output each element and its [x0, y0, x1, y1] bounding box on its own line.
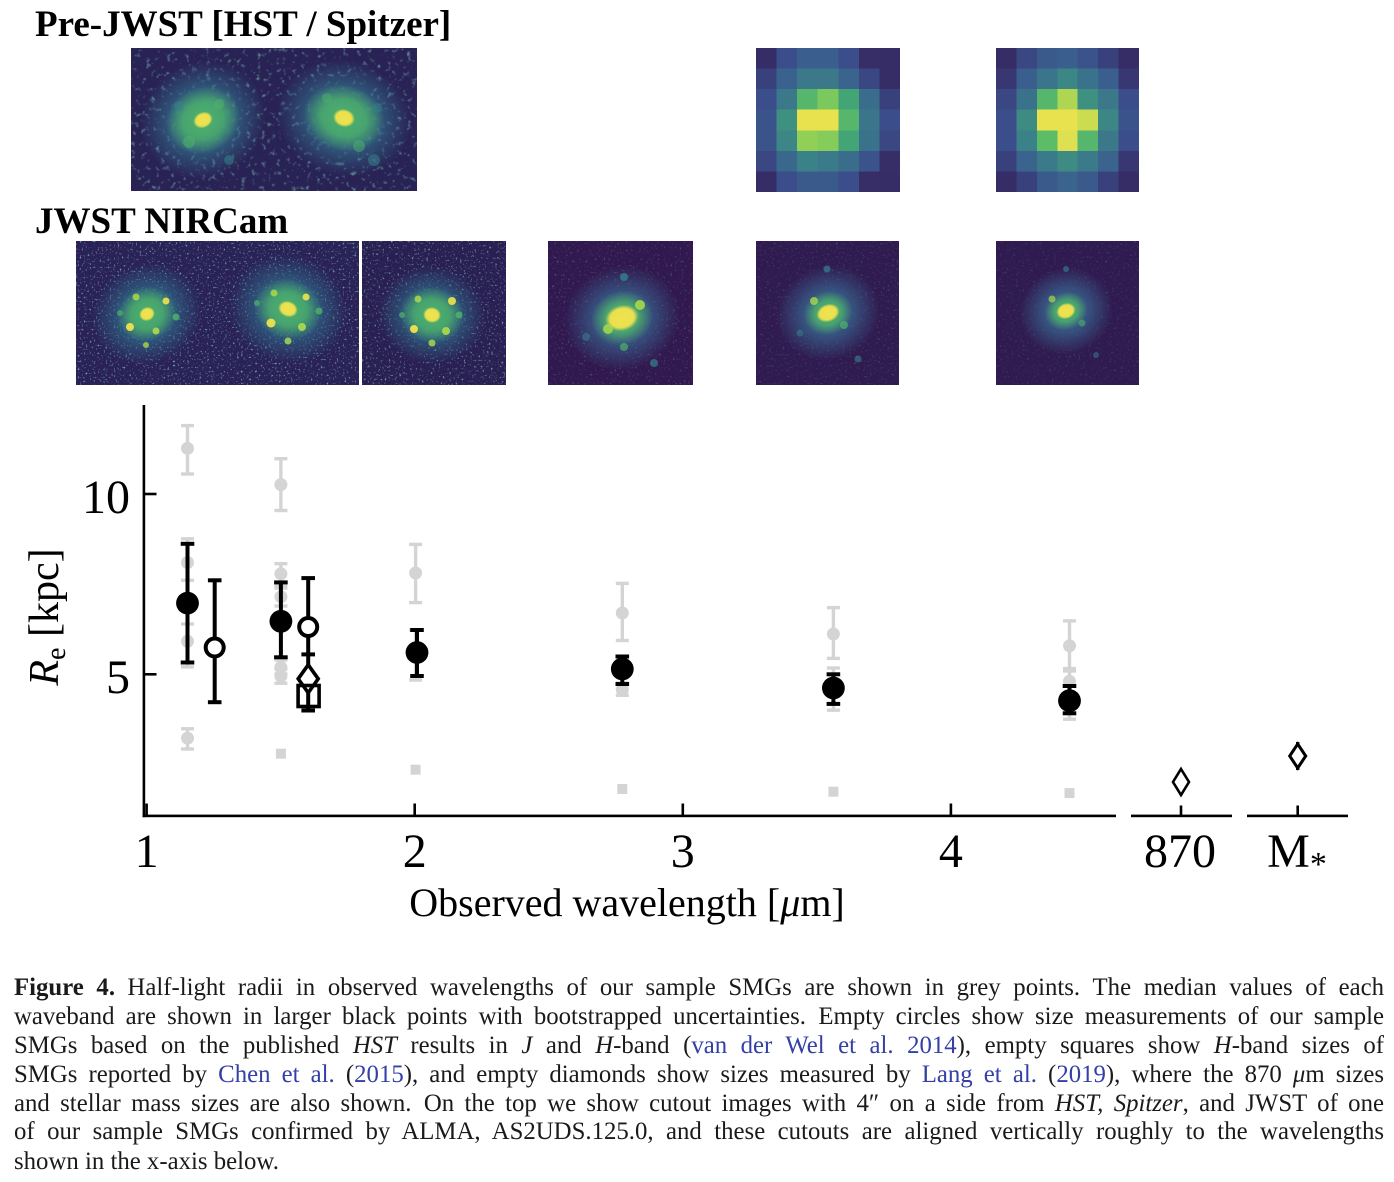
- svg-text:4: 4: [939, 825, 963, 878]
- svg-text:Re [kpc]: Re [kpc]: [22, 548, 72, 686]
- svg-text:10: 10: [82, 471, 130, 524]
- svg-text:1: 1: [135, 825, 159, 878]
- svg-text:Observed wavelength [μm]: Observed wavelength [μm]: [409, 880, 845, 925]
- svg-text:M*: M*: [1267, 825, 1327, 883]
- svg-text:3: 3: [671, 825, 695, 878]
- svg-text:2: 2: [403, 825, 427, 878]
- svg-text:5: 5: [106, 651, 130, 704]
- svg-text:870: 870: [1144, 825, 1216, 878]
